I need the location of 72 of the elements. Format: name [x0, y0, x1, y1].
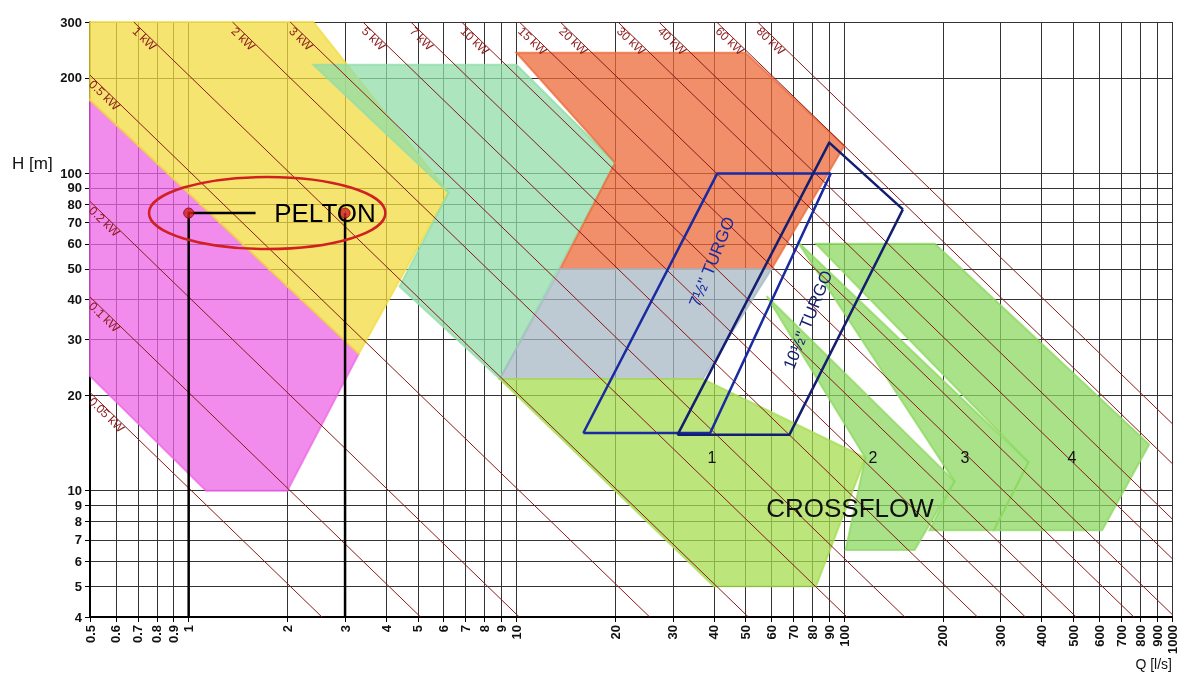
x-tick-label: 3 — [337, 625, 353, 633]
text: 1 kW — [129, 24, 160, 54]
x-tick-label: 900 — [1149, 625, 1165, 647]
text: 10 kW — [457, 24, 493, 59]
annotation: 2 — [868, 448, 878, 466]
x-tick-label: 40 — [706, 625, 722, 640]
x-tick-label: 0.5 — [82, 625, 98, 644]
y-tick-label: 8 — [74, 513, 82, 529]
x-tick-label: 600 — [1091, 625, 1107, 647]
text: 5 kW — [358, 24, 389, 54]
x-tick-label: 70 — [785, 625, 801, 640]
annotation: 1 — [707, 448, 717, 466]
y-tick-label: 70 — [67, 215, 82, 231]
x-tick-label: 6 — [436, 625, 452, 633]
x-tick-label: 20 — [607, 625, 623, 640]
x-axis-title: Q [l/s] — [1135, 656, 1172, 672]
x-tick-label: 5 — [410, 625, 426, 633]
y-tick-label: 9 — [74, 497, 82, 513]
text: 15 kW — [515, 24, 550, 59]
y-tick-label: 50 — [67, 261, 82, 277]
text: 20 kW — [556, 24, 591, 59]
x-tick-label: 0.8 — [149, 625, 165, 644]
y-tick-label: 60 — [67, 236, 82, 252]
x-tick-label: 400 — [1034, 625, 1050, 647]
y-tick-label: 40 — [67, 292, 82, 308]
y-tick-label: 300 — [60, 14, 82, 30]
x-tick-label: 8 — [477, 625, 493, 633]
annotation: 4 — [1067, 448, 1077, 466]
y-tick-label: 10 — [67, 483, 82, 499]
y-tick-label: 100 — [60, 165, 82, 181]
y-tick-label: 7 — [74, 532, 82, 548]
x-tick-label: 9 — [493, 625, 509, 633]
x-tick-label: 10 — [508, 625, 524, 640]
x-tick-label: 4 — [378, 624, 394, 633]
text: 30 kW — [613, 24, 649, 59]
y-axis-title: H [m] — [12, 154, 53, 173]
x-tick-label: 100 — [836, 625, 852, 647]
x-tick-label: 7 — [458, 625, 474, 633]
text: 80 kW — [753, 24, 789, 59]
x-tick-label: 0.6 — [108, 625, 124, 644]
x-tick-label: 90 — [821, 625, 837, 640]
x-tick-label: 60 — [764, 625, 780, 640]
x-tick-label: 1000 — [1164, 625, 1180, 654]
text: 3 kW — [286, 24, 317, 54]
x-tick-label: 1 — [181, 625, 197, 633]
x-tick-label: 2 — [279, 625, 295, 633]
text: 60 kW — [712, 24, 748, 59]
x-tick-label: 700 — [1113, 625, 1129, 647]
x-tick-label: 0.7 — [130, 625, 146, 644]
y-tick-label: 20 — [67, 387, 82, 403]
annotation: 3 — [960, 448, 970, 466]
text: 0.2 kW — [86, 203, 124, 240]
x-tick-label: 0.9 — [166, 625, 182, 644]
y-tick-label: 90 — [67, 180, 82, 196]
text: 7 kW — [406, 24, 437, 54]
x-tick-label: 300 — [993, 625, 1009, 647]
x-tick-label: 50 — [738, 625, 754, 640]
text: 0.1 kW — [86, 299, 124, 336]
text: 2 kW — [228, 24, 259, 54]
x-tick-label: 200 — [935, 625, 951, 647]
text: 40 kW — [654, 24, 690, 59]
y-tick-label: 6 — [74, 553, 82, 569]
y-tick-label: 80 — [67, 196, 82, 212]
x-tick-label: 500 — [1065, 625, 1081, 647]
text: 0.5 kW — [86, 77, 124, 114]
y-tick-label: 5 — [74, 578, 82, 594]
y-tick-label: 200 — [60, 70, 82, 86]
x-tick-label: 30 — [665, 625, 681, 640]
x-tick-label: 800 — [1132, 625, 1148, 647]
text: 0.05 kW — [86, 394, 128, 436]
x-tick-label: 80 — [804, 625, 820, 640]
y-tick-label: 30 — [67, 331, 82, 347]
